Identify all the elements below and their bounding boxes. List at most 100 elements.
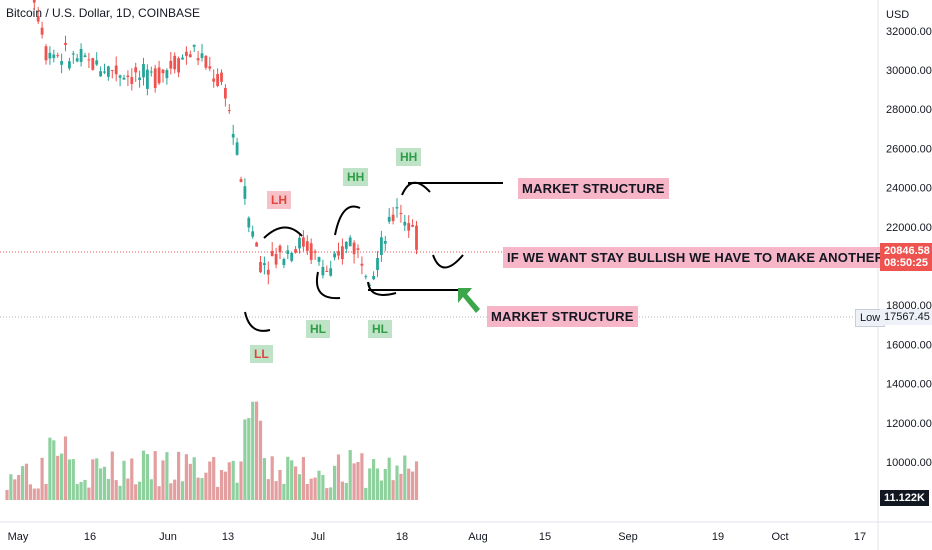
volume-bar — [200, 478, 204, 500]
volume-bar — [360, 453, 364, 500]
candle — [200, 44, 204, 62]
volume-bar — [184, 454, 188, 500]
candle — [83, 52, 87, 58]
volume-bar — [379, 480, 383, 500]
volume-bar — [99, 468, 103, 500]
candle — [165, 68, 169, 85]
market-structure-note-top: MARKET STRUCTURE — [518, 178, 669, 199]
low-label-badge: Low — [855, 309, 886, 327]
volume-bar — [67, 459, 71, 500]
candle — [173, 52, 177, 74]
volume-bar — [13, 479, 17, 500]
time-tick-label: Oct — [771, 531, 788, 543]
volume-bar — [24, 463, 29, 500]
volume-bar — [243, 419, 247, 500]
candle — [391, 206, 395, 225]
price-tick-label: 12000.00 — [886, 418, 932, 430]
candle — [107, 65, 110, 81]
time-tick-label: 13 — [222, 531, 234, 543]
volume-bar — [126, 478, 130, 500]
candle — [329, 260, 333, 277]
volume-bar — [231, 460, 235, 500]
candle — [146, 64, 149, 96]
bullish-note: IF WE WANT STAY BULLISH WE HAVE TO MAKE … — [503, 247, 910, 268]
volume-bar — [161, 460, 165, 500]
candle — [188, 50, 192, 58]
candle — [103, 63, 106, 75]
candle — [161, 69, 165, 83]
volume-bar — [286, 456, 290, 500]
candle — [364, 274, 368, 280]
volume-bar — [28, 484, 32, 500]
currency-label: USD — [886, 9, 909, 21]
candle — [122, 74, 126, 80]
volume-bar — [56, 455, 60, 500]
volume-bar — [278, 469, 282, 500]
volume-badge: 11.122K — [880, 490, 929, 506]
volume-bar — [219, 470, 224, 500]
volume-bar — [364, 487, 368, 500]
candle — [403, 214, 407, 232]
candle — [177, 56, 180, 78]
candle — [181, 54, 184, 60]
volume-bar — [91, 459, 95, 500]
volume-bar — [118, 485, 122, 500]
label-hh-2: HH — [396, 148, 422, 166]
volume-bar — [134, 484, 138, 500]
candle — [68, 57, 71, 71]
candle — [224, 84, 227, 107]
candle — [87, 52, 91, 69]
structure-arc — [334, 205, 361, 236]
candle — [208, 56, 212, 72]
volume-bar — [321, 474, 325, 500]
candle — [251, 225, 255, 239]
candle — [356, 244, 360, 259]
candle — [415, 221, 418, 255]
last-price-value: 20846.58 — [884, 245, 930, 257]
volume-bar — [79, 481, 83, 500]
label-lh: LH — [267, 191, 291, 209]
volume-bar — [106, 478, 110, 500]
candle — [317, 256, 321, 266]
candle — [360, 256, 364, 275]
volume-bar — [383, 469, 387, 500]
volume-bar — [102, 466, 107, 500]
volume-bar — [294, 466, 298, 500]
volume-bar — [399, 473, 403, 500]
label-hh-1: HH — [343, 168, 369, 186]
volume-bar — [177, 451, 181, 500]
candle — [239, 176, 243, 183]
volume-bar — [391, 480, 395, 500]
candle — [192, 44, 196, 53]
candle — [149, 66, 153, 77]
candle — [40, 21, 44, 39]
candle — [294, 245, 297, 254]
volume-bar — [305, 483, 309, 500]
volume-bar — [173, 479, 177, 500]
arrow-up-left-icon — [458, 288, 480, 313]
volume-bar — [344, 482, 348, 500]
candle — [243, 178, 247, 205]
candle — [344, 241, 348, 254]
time-tick-label: Jul — [311, 531, 325, 543]
price-tick-label: 14000.00 — [886, 379, 932, 391]
candle — [56, 52, 60, 58]
volume-bar — [169, 483, 173, 500]
volume-bar — [387, 457, 391, 500]
volume-bar — [411, 471, 415, 500]
candle — [255, 241, 258, 247]
candle — [383, 236, 387, 252]
candle — [380, 230, 383, 262]
candle — [60, 53, 63, 74]
candle — [118, 74, 122, 87]
candle — [266, 261, 270, 285]
candle — [110, 69, 114, 79]
time-tick-label: Aug — [468, 531, 488, 543]
time-tick-label: 18 — [396, 531, 408, 543]
volume-bar — [309, 478, 313, 500]
candle — [309, 238, 313, 264]
volume-bar — [40, 457, 44, 500]
volume-bar — [239, 461, 243, 500]
chart-title: Bitcoin / U.S. Dollar, 1D, COINBASE — [6, 6, 201, 20]
